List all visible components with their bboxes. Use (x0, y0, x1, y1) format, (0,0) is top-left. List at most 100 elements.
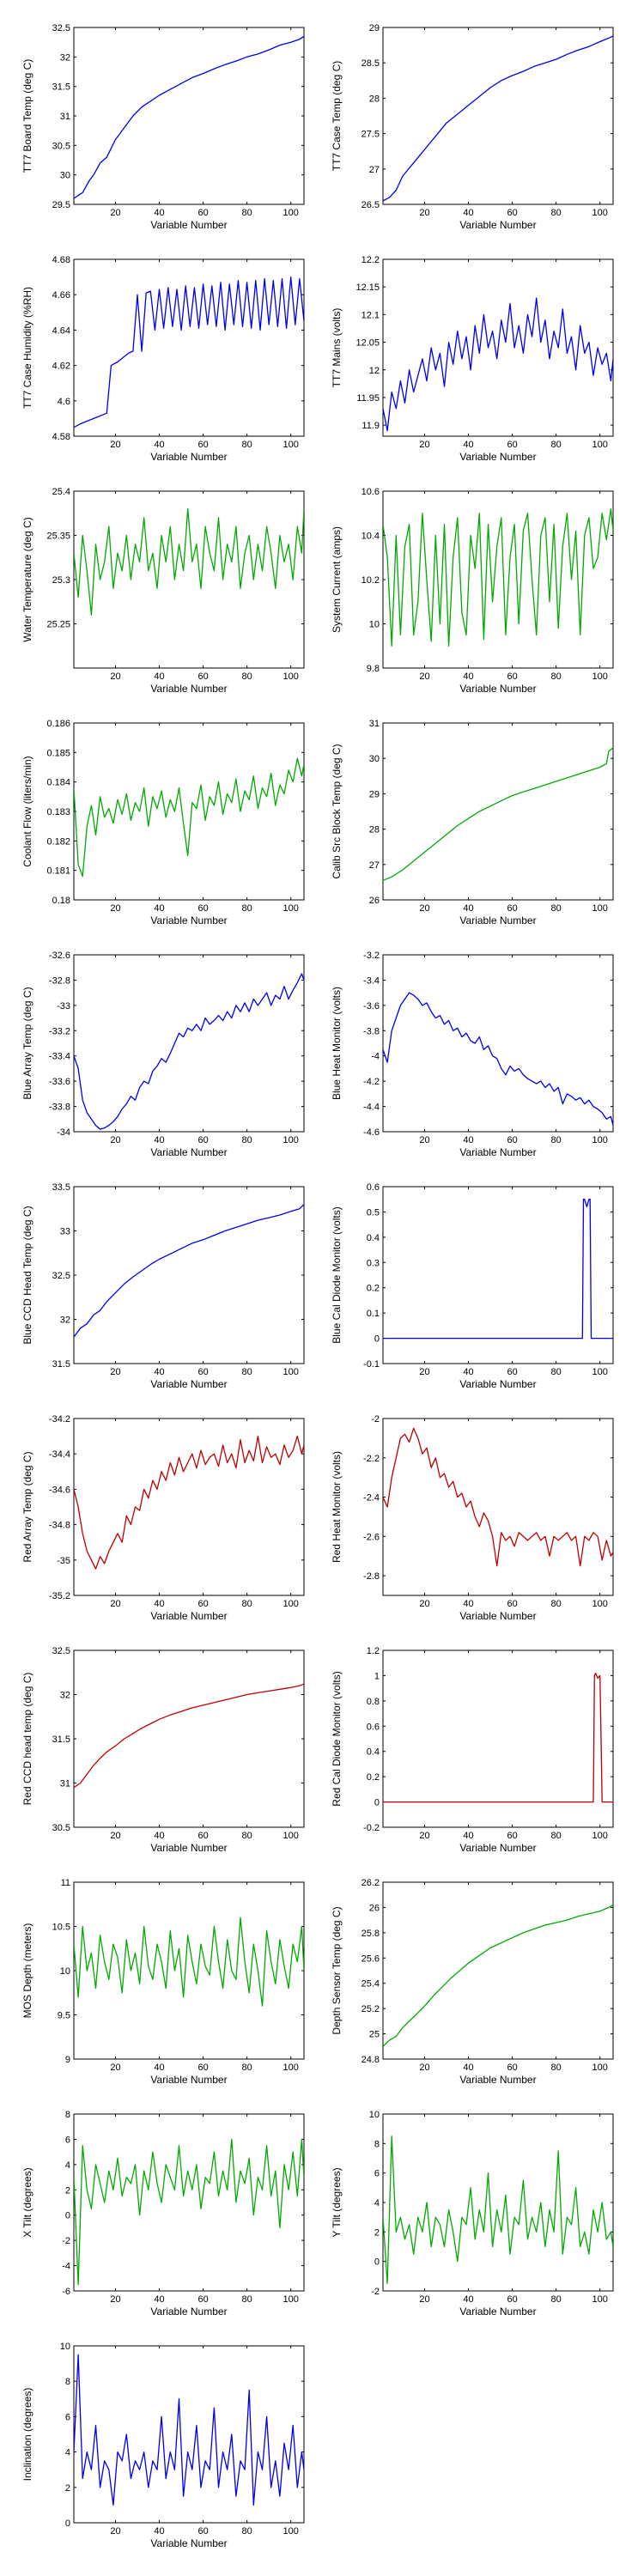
y-tick-label: 4 (65, 2160, 70, 2171)
series-line-1 (74, 973, 304, 1130)
y-tick-label: 31 (60, 1779, 70, 1789)
series-line-1 (383, 1427, 613, 1567)
series-line-1 (74, 35, 304, 199)
x-axis-label: Variable Number (150, 2306, 227, 2318)
y-tick-label: -2 (371, 2287, 380, 2297)
x-tick-label: 100 (283, 2063, 299, 2073)
y-axis-label: MOS Depth (meters) (21, 1923, 33, 2019)
plot-frame (382, 1881, 614, 2060)
y-tick-label: 2 (374, 2227, 380, 2238)
y-tick-label: 25.35 (46, 532, 70, 542)
y-tick-label: -33.2 (49, 1026, 70, 1036)
y-tick-label: 31 (369, 719, 380, 729)
x-tick-label: 20 (110, 440, 120, 450)
y-tick-label: -3.4 (363, 975, 380, 986)
y-tick-label: 10 (60, 1966, 70, 1977)
x-tick-label: 80 (242, 903, 252, 914)
plot-frame (73, 1881, 305, 2060)
x-tick-label: 80 (551, 1367, 562, 1377)
y-tick-label: 33.5 (52, 1182, 70, 1193)
series-line-1 (383, 992, 613, 1126)
chart-panel-10: 20 40 60 80 100 -4.6 -4.4 -4.2 -4 -3.8 -3.6 -3.4 -3.… (331, 951, 614, 1158)
x-tick-label: 20 (419, 208, 429, 218)
series-line-1 (383, 1199, 613, 1340)
series-line-1 (74, 507, 304, 616)
plot-frame (73, 2113, 305, 2292)
y-tick-label: 25.4 (52, 487, 70, 497)
chart-panel-14: 20 40 60 80 100 -2.8 -2.6 -2.4 -2.2 -2 Variable Nu… (331, 1414, 614, 1622)
x-axis-label: Variable Number (459, 1610, 536, 1622)
plot-frame (382, 954, 614, 1133)
x-tick-label: 80 (242, 2294, 252, 2305)
y-tick-label: 10 (369, 620, 380, 630)
x-axis-label: Variable Number (459, 451, 536, 463)
series-line-1 (74, 1683, 304, 1789)
y-tick-label: 28.5 (361, 58, 380, 69)
x-tick-label: 20 (110, 1831, 120, 1841)
x-tick-label: 20 (419, 2294, 429, 2305)
x-tick-label: 40 (154, 671, 164, 682)
y-axis-label: Blue CCD Head Temp (deg C) (21, 1206, 33, 1344)
y-tick-label: 0 (374, 1798, 380, 1808)
x-tick-label: 40 (463, 1831, 473, 1841)
y-tick-label: 11 (61, 1878, 70, 1888)
y-tick-label: 31.5 (52, 1735, 70, 1745)
x-tick-label: 60 (507, 2294, 517, 2305)
y-tick-label: 25.6 (361, 1953, 380, 1964)
x-tick-label: 100 (592, 671, 608, 682)
x-axis-label: Variable Number (150, 451, 227, 463)
x-axis-label: Variable Number (459, 2074, 536, 2086)
y-tick-label: 25.25 (46, 620, 70, 630)
y-axis-label: TT7 Case Humidity (%RH) (21, 287, 33, 409)
x-tick-label: 80 (551, 2063, 562, 2073)
x-axis-label: Variable Number (150, 1378, 227, 1390)
y-tick-label: 0.1 (367, 1309, 380, 1319)
y-tick-label: 30 (369, 754, 380, 764)
x-tick-label: 80 (242, 208, 252, 218)
x-tick-label: 40 (463, 903, 473, 914)
x-tick-label: 20 (419, 671, 429, 682)
y-tick-label: 11.95 (356, 393, 380, 404)
y-tick-label: 10.2 (361, 575, 380, 586)
y-tick-label: -32.8 (49, 975, 70, 986)
series-line-1 (383, 1904, 613, 2047)
y-axis-label: Red Cal Diode Monitor (volts) (331, 1671, 343, 1806)
x-tick-label: 100 (283, 2294, 299, 2305)
plot-frame (73, 1649, 305, 1828)
y-tick-label: 4.62 (52, 361, 70, 372)
y-tick-label: -2.4 (363, 1493, 380, 1504)
y-tick-label: 1 (374, 1671, 380, 1681)
y-tick-label: -2.6 (363, 1532, 380, 1542)
y-tick-label: 0.183 (46, 807, 70, 817)
series-line-1 (74, 1917, 304, 2007)
y-axis-label: Blue Array Temp (deg C) (21, 987, 33, 1099)
y-tick-label: 4 (374, 2198, 380, 2208)
chart-panel-19: 20 40 60 80 100 -6 -4 -2 0 2 4 6 8 Variable Number X T… (21, 2110, 305, 2318)
y-tick-label: -35.2 (49, 1591, 70, 1601)
chart-panel-2: 20 40 60 80 100 26.5 27 27.5 28 28.5 29 Variable Nu… (331, 23, 614, 231)
y-tick-label: 32.5 (52, 23, 70, 33)
y-axis-label: Calib Src Block Temp (deg C) (331, 744, 343, 878)
y-tick-label: -33.4 (49, 1052, 70, 1062)
x-tick-label: 60 (507, 208, 517, 218)
y-tick-label: 29 (369, 23, 380, 33)
chart-panel-15: 20 40 60 80 100 30.5 31 31.5 32 32.5 Variable Numb… (21, 1646, 305, 1854)
x-tick-label: 60 (197, 2526, 208, 2537)
x-tick-label: 100 (592, 208, 608, 218)
x-tick-label: 100 (283, 1135, 299, 1145)
x-axis-label: Variable Number (150, 683, 227, 695)
x-tick-label: 100 (592, 1367, 608, 1377)
x-tick-label: 40 (463, 1367, 473, 1377)
x-tick-label: 100 (592, 903, 608, 914)
y-tick-label: 31.5 (52, 82, 70, 93)
plot-frame (73, 27, 305, 205)
x-tick-label: 80 (242, 1831, 252, 1841)
y-axis-label: Red CCD head temp (deg C) (21, 1673, 33, 1806)
series-line-1 (74, 1435, 304, 1570)
x-axis-label: Variable Number (150, 1842, 227, 1854)
x-tick-label: 20 (419, 1367, 429, 1377)
x-tick-label: 60 (507, 1599, 517, 1609)
x-axis-label: Variable Number (150, 1610, 227, 1622)
chart-panel-17: 20 40 60 80 100 9 9.5 10 10.5 11 Variable Number MO… (21, 1878, 305, 2086)
y-tick-label: 9.8 (367, 664, 380, 674)
